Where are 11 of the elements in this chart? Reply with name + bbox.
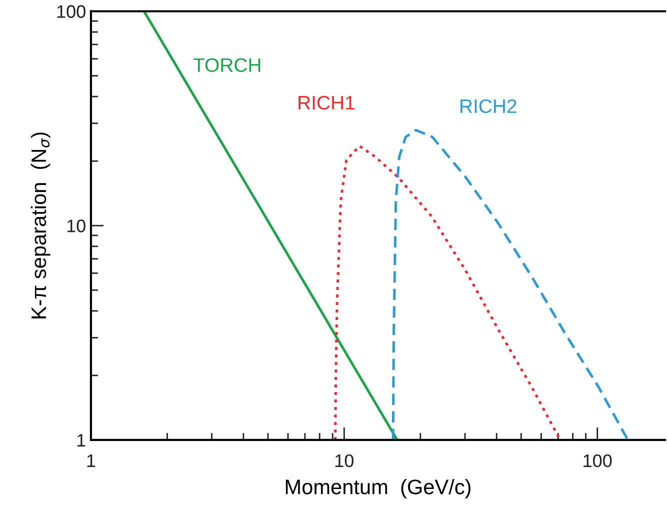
x-tick-label: 10 [336, 454, 354, 468]
x-tick-label: 1 [87, 454, 96, 467]
y-tick-label: 10 [67, 220, 86, 232]
y-axis-title: K-π separation (N$_{σ}$) [30, 132, 50, 318]
series-label: RICH1 [298, 96, 354, 110]
x-axis-title: Momentum (GeV/c) [286, 479, 470, 498]
y-tick-label: 100 [57, 5, 86, 18]
series-label: RICH2 [460, 99, 516, 114]
series-label: TORCH [193, 58, 260, 72]
y-tick-label: 1 [77, 434, 86, 447]
x-tick-label: 100 [584, 454, 612, 468]
